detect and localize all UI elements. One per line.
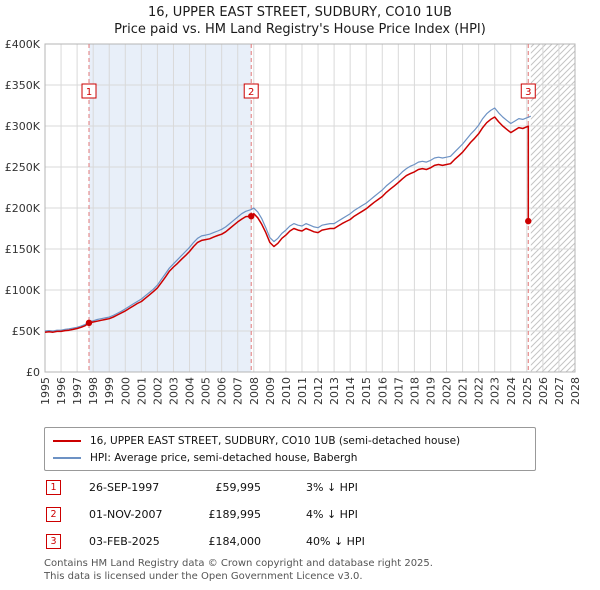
chart-subtitle: Price paid vs. HM Land Registry's House … [114, 22, 486, 37]
x-tick-label: 2022 [473, 377, 486, 405]
sale-marker-box-2 [243, 83, 259, 99]
x-tick-label: 2025 [521, 377, 534, 405]
legend-entry-price-paid: 16, UPPER EAST STREET, SUDBURY, CO10 1UB… [53, 432, 527, 449]
hpi-line [44, 107, 532, 332]
legend-label-hpi: HPI: Average price, semi-detached house,… [90, 451, 358, 464]
x-tick-label: 2016 [376, 377, 389, 405]
x-tick-label: 2019 [424, 377, 437, 405]
sale-vs-hpi-1: 3% ↓ HPI [306, 481, 358, 494]
sale-marker-dot-3 [525, 217, 532, 225]
x-tick-label: 2001 [135, 377, 148, 405]
gridlines [44, 43, 576, 373]
footer-line-2: This data is licensed under the Open Gov… [44, 571, 363, 582]
x-tick-label: 2015 [360, 377, 373, 405]
sale-price-1: £59,995 [215, 481, 262, 494]
y-tick-label: £300K [5, 120, 41, 133]
x-tick-label: 2002 [151, 377, 164, 405]
sale-vs-hpi-3: 40% ↓ HPI [306, 535, 365, 548]
x-tick-label: 1996 [55, 377, 68, 405]
sale-number-badge-1: 1 [46, 480, 61, 495]
chart-title: 16, UPPER EAST STREET, SUDBURY, CO10 1UB [148, 5, 452, 20]
x-tick-label: 2007 [232, 377, 245, 405]
sales-table: 1 26-SEP-1997 £59,995 3% ↓ HPI 2 01-NOV-… [44, 474, 556, 555]
y-tick-label: £350K [5, 79, 41, 92]
x-tick-label: 2009 [264, 377, 277, 405]
chart-legend: 16, UPPER EAST STREET, SUDBURY, CO10 1UB… [44, 427, 536, 471]
x-tick-label: 2003 [167, 377, 180, 405]
legend-label-price-paid: 16, UPPER EAST STREET, SUDBURY, CO10 1UB… [90, 434, 461, 447]
x-tick-label: 2005 [200, 377, 213, 405]
x-tick-label: 1999 [103, 377, 116, 405]
x-tick-label: 2017 [392, 377, 405, 405]
x-tick-label: 2027 [553, 377, 566, 405]
x-tick-label: 2026 [537, 377, 550, 405]
x-tick-label: 1998 [87, 377, 100, 405]
x-tick-label: 2013 [328, 377, 341, 405]
sale-row-1: 1 26-SEP-1997 £59,995 3% ↓ HPI [44, 474, 556, 501]
sale-marker-number-3: 3 [525, 87, 531, 98]
y-tick-label: £0 [26, 366, 40, 379]
sale-date-1: 26-SEP-1997 [89, 481, 160, 494]
attribution: Contains HM Land Registry data © Crown c… [44, 557, 433, 583]
y-tick-label: £150K [5, 243, 41, 256]
x-tick-label: 2011 [296, 377, 309, 405]
price-paid-line [44, 116, 530, 333]
y-tick-label: £100K [5, 284, 41, 297]
sale-marker-number-1: 1 [86, 87, 92, 98]
x-tick-label: 2020 [441, 377, 454, 405]
sale-date-2: 01-NOV-2007 [89, 508, 163, 521]
y-tick-label: £50K [12, 325, 41, 338]
sale-vs-hpi-2: 4% ↓ HPI [306, 508, 358, 521]
footer-line-1: Contains HM Land Registry data © Crown c… [44, 558, 433, 569]
sale-row-3: 3 03-FEB-2025 £184,000 40% ↓ HPI [44, 528, 556, 555]
sale-marker-box-3 [520, 83, 536, 99]
x-tick-label: 2000 [119, 377, 132, 405]
sale-price-2: £189,995 [208, 508, 262, 521]
y-tick-label: £400K [5, 38, 41, 51]
x-tick-label: 2014 [344, 377, 357, 405]
y-tick-label: £200K [5, 202, 41, 215]
sale-marker-box-1 [81, 83, 97, 99]
sale-marker-number-2: 2 [248, 87, 254, 98]
x-tick-label: 2028 [569, 377, 582, 405]
x-tick-label: 1997 [71, 377, 84, 405]
x-tick-label: 1995 [39, 377, 52, 405]
sale-marker-dot-2 [248, 213, 255, 220]
y-tick-label: £250K [5, 161, 41, 174]
x-tick-label: 2018 [408, 377, 421, 405]
sale-date-3: 03-FEB-2025 [89, 535, 160, 548]
plot-frame [44, 43, 576, 373]
sale-number-badge-2: 2 [46, 507, 61, 522]
price-paid-line-swatch [53, 439, 81, 442]
x-tick-label: 2012 [312, 377, 325, 405]
sale-marker-dot-1 [85, 319, 93, 326]
sale-row-2: 2 01-NOV-2007 £189,995 4% ↓ HPI [44, 501, 556, 528]
sale-price-3: £184,000 [208, 535, 262, 548]
x-tick-label: 2004 [184, 377, 197, 405]
x-tick-label: 2024 [505, 377, 518, 405]
hpi-line-swatch [53, 456, 81, 459]
x-tick-label: 2010 [280, 377, 293, 405]
x-tick-label: 2021 [457, 377, 470, 405]
x-tick-label: 2008 [248, 377, 261, 405]
x-tick-label: 2006 [216, 377, 229, 405]
sale-number-badge-3: 3 [46, 534, 61, 549]
legend-entry-hpi: HPI: Average price, semi-detached house,… [53, 449, 527, 466]
price-history-chart: 1 2 3 £0 £50K £100K £150K £200K £250K £300K £350K £… [5, 38, 582, 405]
x-tick-label: 2023 [489, 377, 502, 405]
